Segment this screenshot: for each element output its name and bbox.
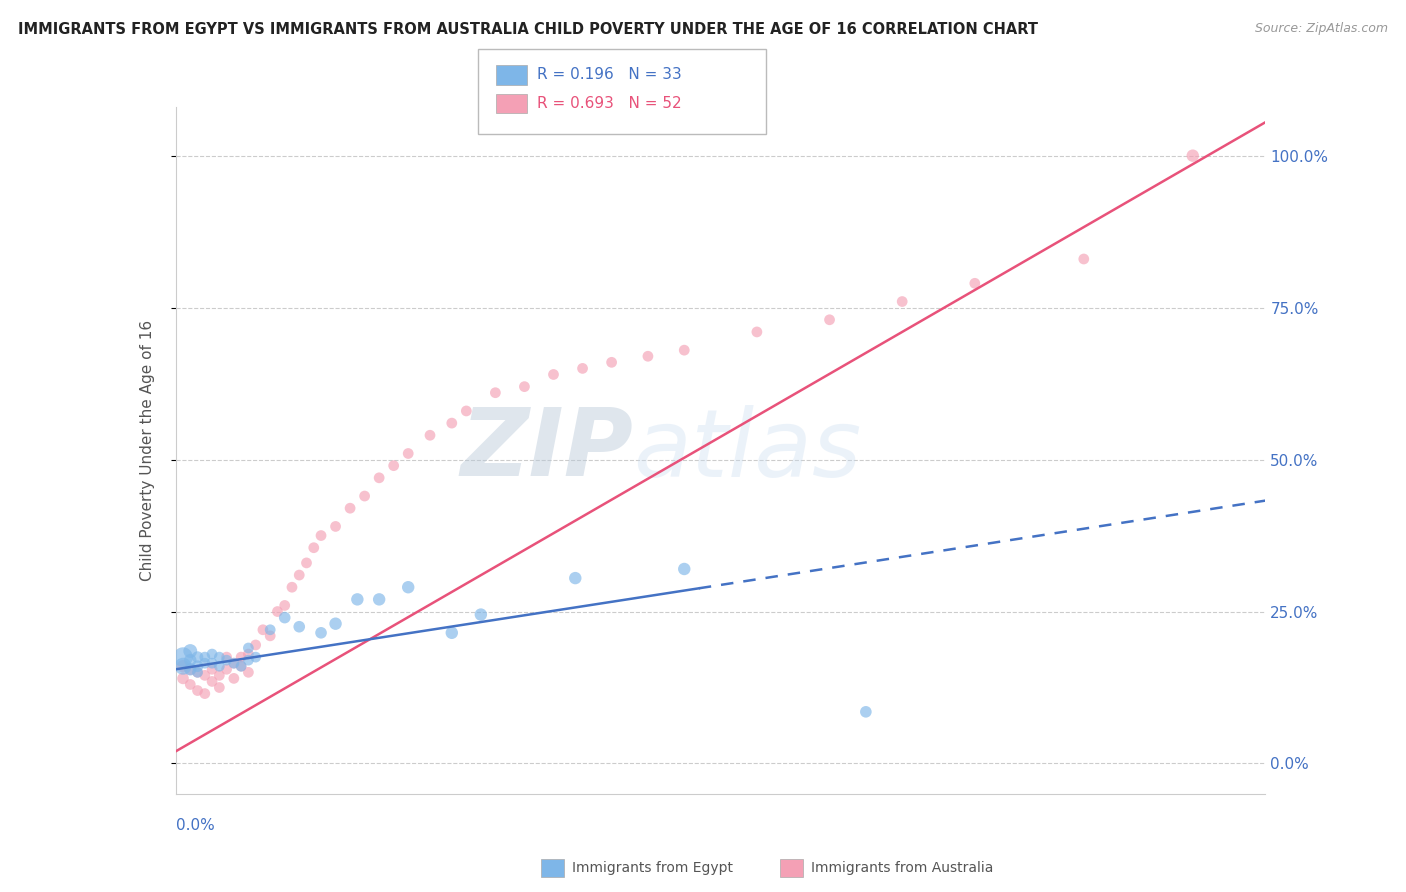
Point bbox=[231, 659, 253, 673]
Point bbox=[302, 541, 325, 555]
Point bbox=[245, 650, 267, 665]
Y-axis label: Child Poverty Under the Age of 16: Child Poverty Under the Age of 16 bbox=[141, 320, 155, 581]
Point bbox=[238, 647, 260, 661]
Point bbox=[353, 489, 375, 503]
Point bbox=[440, 625, 463, 640]
Point bbox=[238, 640, 260, 655]
Point bbox=[288, 620, 311, 634]
Point bbox=[179, 677, 201, 691]
Point bbox=[513, 379, 536, 393]
Point bbox=[179, 653, 201, 667]
Point bbox=[470, 607, 492, 622]
Point bbox=[172, 672, 194, 686]
Point bbox=[186, 659, 209, 673]
Point bbox=[215, 650, 238, 665]
Point bbox=[325, 519, 347, 533]
Point bbox=[179, 644, 201, 658]
Point bbox=[259, 629, 281, 643]
Point bbox=[194, 687, 217, 701]
Text: R = 0.693   N = 52: R = 0.693 N = 52 bbox=[537, 96, 682, 111]
Point bbox=[274, 599, 297, 613]
Point bbox=[186, 650, 209, 665]
Point bbox=[179, 662, 201, 676]
Point bbox=[818, 312, 841, 326]
Text: R = 0.196   N = 33: R = 0.196 N = 33 bbox=[537, 68, 682, 82]
Point bbox=[288, 568, 311, 582]
Point bbox=[325, 616, 347, 631]
Point bbox=[231, 650, 253, 665]
Point bbox=[368, 592, 391, 607]
Point bbox=[208, 659, 231, 673]
Point bbox=[963, 277, 986, 291]
Point bbox=[186, 683, 209, 698]
Point bbox=[855, 705, 877, 719]
Point bbox=[456, 404, 478, 418]
Point bbox=[600, 355, 623, 369]
Point bbox=[891, 294, 914, 309]
Point bbox=[172, 659, 194, 673]
Point bbox=[281, 580, 304, 594]
Point bbox=[419, 428, 441, 442]
Point bbox=[172, 659, 194, 673]
Text: 0.0%: 0.0% bbox=[176, 818, 215, 833]
Point bbox=[274, 610, 297, 624]
Point bbox=[222, 672, 245, 686]
Point bbox=[309, 625, 332, 640]
Point bbox=[259, 623, 281, 637]
Point bbox=[201, 656, 224, 670]
Point bbox=[396, 446, 419, 460]
Point bbox=[179, 662, 201, 676]
Point bbox=[745, 325, 768, 339]
Point bbox=[382, 458, 405, 473]
Point bbox=[1181, 149, 1204, 163]
Point bbox=[186, 665, 209, 680]
Point bbox=[346, 592, 368, 607]
Point bbox=[208, 650, 231, 665]
Text: ZIP: ZIP bbox=[461, 404, 633, 497]
Point bbox=[231, 659, 253, 673]
Point bbox=[194, 668, 217, 682]
Point bbox=[194, 650, 217, 665]
Point bbox=[295, 556, 318, 570]
Point bbox=[201, 662, 224, 676]
Point bbox=[215, 653, 238, 667]
Point bbox=[673, 562, 696, 576]
Text: Immigrants from Australia: Immigrants from Australia bbox=[811, 861, 994, 875]
Text: IMMIGRANTS FROM EGYPT VS IMMIGRANTS FROM AUSTRALIA CHILD POVERTY UNDER THE AGE O: IMMIGRANTS FROM EGYPT VS IMMIGRANTS FROM… bbox=[18, 22, 1038, 37]
Point bbox=[484, 385, 506, 400]
Point bbox=[172, 650, 194, 665]
Point bbox=[238, 665, 260, 680]
Point bbox=[222, 656, 245, 670]
Point bbox=[238, 653, 260, 667]
Point bbox=[368, 471, 391, 485]
Point bbox=[1073, 252, 1095, 266]
Point bbox=[673, 343, 696, 358]
Point bbox=[186, 665, 209, 680]
Point bbox=[208, 681, 231, 695]
Point bbox=[215, 662, 238, 676]
Point bbox=[201, 674, 224, 689]
Point bbox=[222, 656, 245, 670]
Text: atlas: atlas bbox=[633, 405, 862, 496]
Point bbox=[245, 638, 267, 652]
Point bbox=[396, 580, 419, 594]
Text: Immigrants from Egypt: Immigrants from Egypt bbox=[572, 861, 734, 875]
Point bbox=[440, 416, 463, 430]
Point bbox=[339, 501, 361, 516]
Point bbox=[564, 571, 586, 585]
Point bbox=[637, 349, 659, 363]
Point bbox=[266, 605, 288, 619]
Text: Source: ZipAtlas.com: Source: ZipAtlas.com bbox=[1254, 22, 1388, 36]
Point bbox=[208, 668, 231, 682]
Point bbox=[252, 623, 274, 637]
Point bbox=[201, 647, 224, 661]
Point bbox=[543, 368, 565, 382]
Point bbox=[194, 656, 217, 670]
Point bbox=[309, 528, 332, 542]
Point bbox=[571, 361, 593, 376]
